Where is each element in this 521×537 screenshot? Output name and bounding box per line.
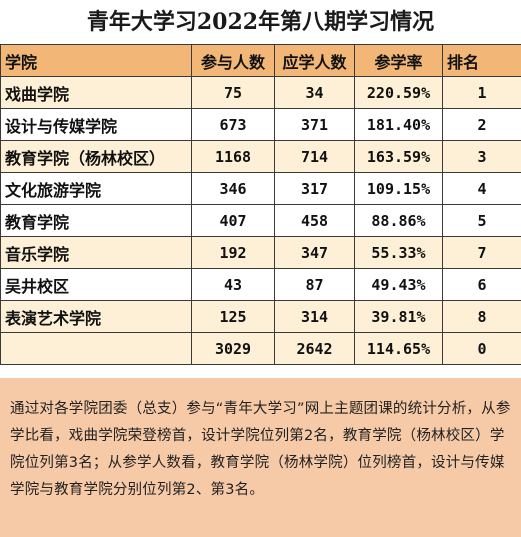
total-row: 3029 2642 114.65% 0 xyxy=(0,332,521,365)
rate-cell: 49.43% xyxy=(354,268,443,301)
rank-cell: 2 xyxy=(442,108,521,141)
table-row: 设计与传媒学院 673 371 181.40% 2 xyxy=(0,108,521,141)
expected-cell: 317 xyxy=(274,172,355,205)
rank-cell: 1 xyxy=(442,76,521,109)
participants-cell: 407 xyxy=(191,204,275,237)
college-name: 音乐学院 xyxy=(0,236,192,269)
rank-cell: 8 xyxy=(442,300,521,333)
header-participants: 参与人数 xyxy=(191,44,275,77)
rate-cell: 88.86% xyxy=(354,204,443,237)
college-name: 戏曲学院 xyxy=(0,76,192,109)
participants-cell: 125 xyxy=(191,300,275,333)
rate-cell: 220.59% xyxy=(354,76,443,109)
total-participants: 3029 xyxy=(191,332,275,365)
expected-cell: 458 xyxy=(274,204,355,237)
college-name: 表演艺术学院 xyxy=(0,300,192,333)
expected-cell: 371 xyxy=(274,108,355,141)
participants-cell: 1168 xyxy=(191,140,275,173)
participants-cell: 192 xyxy=(191,236,275,269)
table-header-row: 学院 参与人数 应学人数 参学率 排名 xyxy=(0,44,521,77)
expected-cell: 87 xyxy=(274,268,355,301)
header-rate: 参学率 xyxy=(354,44,443,77)
participants-cell: 346 xyxy=(191,172,275,205)
table-row: 表演艺术学院 125 314 39.81% 8 xyxy=(0,300,521,333)
table-row: 教育学院 407 458 88.86% 5 xyxy=(0,204,521,237)
expected-cell: 347 xyxy=(274,236,355,269)
page-title: 青年大学习2022年第八期学习情况 xyxy=(0,0,521,44)
participants-cell: 75 xyxy=(191,76,275,109)
stats-table: 学院 参与人数 应学人数 参学率 排名 戏曲学院 75 34 220.59% 1… xyxy=(0,44,521,365)
college-name: 教育学院（杨林校区） xyxy=(0,140,192,173)
table-row: 教育学院（杨林校区） 1168 714 163.59% 3 xyxy=(0,140,521,173)
rank-cell: 5 xyxy=(442,204,521,237)
header-rank: 排名 xyxy=(442,44,521,77)
summary-text: 通过对各学院团委（总支）参与“青年大学习”网上主题团课的统计分析，从参学比看，戏… xyxy=(0,378,521,537)
table-row: 音乐学院 192 347 55.33% 7 xyxy=(0,236,521,269)
expected-cell: 34 xyxy=(274,76,355,109)
total-rate: 114.65% xyxy=(354,332,443,365)
table-row: 戏曲学院 75 34 220.59% 1 xyxy=(0,76,521,109)
total-label xyxy=(0,332,192,365)
total-expected: 2642 xyxy=(274,332,355,365)
college-name: 文化旅游学院 xyxy=(0,172,192,205)
rank-cell: 6 xyxy=(442,268,521,301)
rate-cell: 181.40% xyxy=(354,108,443,141)
rank-cell: 3 xyxy=(442,140,521,173)
rate-cell: 55.33% xyxy=(354,236,443,269)
expected-cell: 314 xyxy=(274,300,355,333)
college-name: 教育学院 xyxy=(0,204,192,237)
rate-cell: 109.15% xyxy=(354,172,443,205)
rank-cell: 4 xyxy=(442,172,521,205)
college-name: 设计与传媒学院 xyxy=(0,108,192,141)
total-rank: 0 xyxy=(442,332,521,365)
rank-cell: 7 xyxy=(442,236,521,269)
rate-cell: 39.81% xyxy=(354,300,443,333)
rate-cell: 163.59% xyxy=(354,140,443,173)
header-expected: 应学人数 xyxy=(274,44,355,77)
header-college: 学院 xyxy=(0,44,192,77)
table-row: 吴井校区 43 87 49.43% 6 xyxy=(0,268,521,301)
expected-cell: 714 xyxy=(274,140,355,173)
table-row: 文化旅游学院 346 317 109.15% 4 xyxy=(0,172,521,205)
college-name: 吴井校区 xyxy=(0,268,192,301)
participants-cell: 673 xyxy=(191,108,275,141)
participants-cell: 43 xyxy=(191,268,275,301)
